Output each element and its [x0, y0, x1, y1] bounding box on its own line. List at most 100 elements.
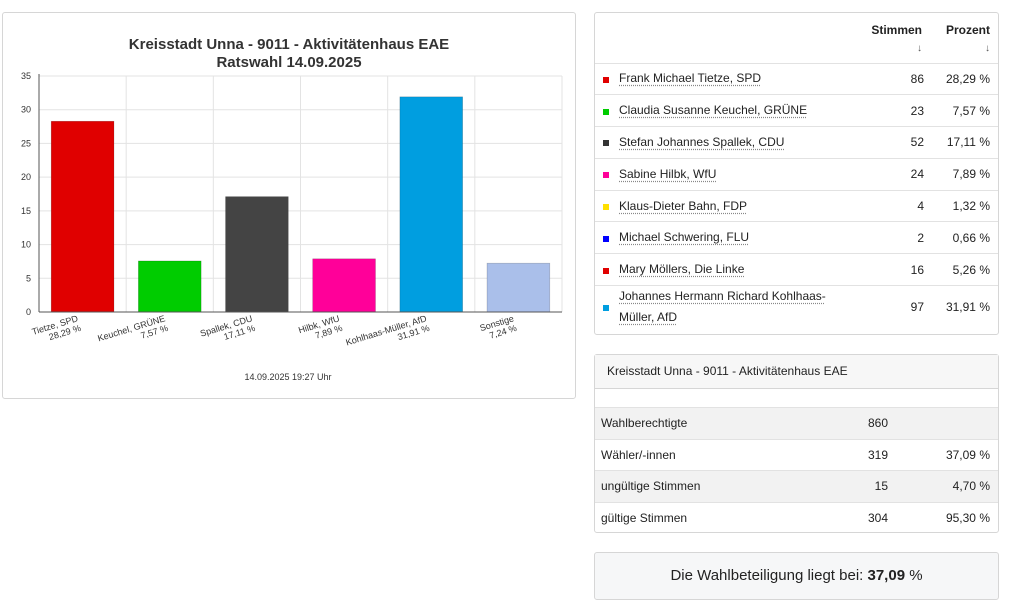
- candidate-name[interactable]: Frank Michael Tietze, SPD: [611, 62, 864, 95]
- party-color-icon: [603, 140, 609, 147]
- candidate-name[interactable]: Johannes Hermann Richard Kohlhaas-Müller…: [611, 285, 864, 329]
- result-row: Klaus-Dieter Bahn, FDP 4 1,32 %: [595, 189, 998, 222]
- party-color-swatch: [595, 62, 611, 95]
- candidate-percent: 7,89 %: [930, 157, 998, 191]
- turnout-panel: Die Wahlbeteiligung liegt bei: 37,09 %: [594, 552, 999, 600]
- result-row: Claudia Susanne Keuchel, GRÜNE 23 7,57 %: [595, 94, 998, 127]
- summary-label: Wähler/-innen: [595, 438, 818, 471]
- result-row: Stefan Johannes Spallek, CDU 52 17,11 %: [595, 126, 998, 159]
- sort-arrow-icon: ↓: [917, 43, 922, 54]
- summary-row: ungültige Stimmen 15 4,70 %: [595, 470, 998, 502]
- party-color-swatch: [595, 221, 611, 254]
- candidate-votes: 2: [863, 221, 930, 254]
- candidate-votes: 86: [863, 62, 930, 95]
- results-header-row: Stimmen ↓ Prozent ↓: [595, 13, 998, 63]
- turnout-unit: %: [909, 567, 923, 584]
- chart-subtitle: Ratswahl 14.09.2025: [216, 54, 361, 71]
- y-tick-label: 0: [26, 307, 31, 317]
- bar: [399, 96, 463, 313]
- candidate-percent: 0,66 %: [930, 221, 998, 254]
- y-tick-label: 25: [21, 138, 31, 148]
- chart-panel: Kreisstadt Unna - 9011 - Aktivitätenhaus…: [2, 12, 576, 399]
- chart-title: Kreisstadt Unna - 9011 - Aktivitätenhaus…: [129, 36, 449, 53]
- candidate-percent: 1,32 %: [930, 189, 998, 222]
- candidate-votes: 23: [863, 94, 930, 127]
- sort-arrow-icon: ↓: [985, 43, 990, 54]
- summary-panel: Kreisstadt Unna - 9011 - Aktivitätenhaus…: [594, 354, 999, 534]
- party-color-swatch: [595, 189, 611, 222]
- candidate-name[interactable]: Stefan Johannes Spallek, CDU: [611, 126, 864, 159]
- y-tick-label: 35: [21, 71, 31, 81]
- bar-chart: Kreisstadt Unna - 9011 - Aktivitätenhaus…: [21, 36, 563, 382]
- candidate-percent: 17,11 %: [930, 126, 998, 159]
- results-table-panel: Stimmen ↓ Prozent ↓ Frank Michael Tietze…: [594, 12, 999, 335]
- summary-percent: 37,09 %: [898, 438, 998, 471]
- summary-row: Wahlberechtigte 860: [595, 407, 998, 439]
- candidate-name[interactable]: Mary Möllers, Die Linke: [611, 253, 864, 286]
- summary-percent: 95,30 %: [898, 501, 998, 534]
- party-color-icon: [603, 235, 609, 242]
- y-tick-label: 10: [21, 240, 31, 250]
- summary-label: gültige Stimmen: [595, 501, 818, 534]
- summary-value: 304: [818, 501, 898, 534]
- votes-header[interactable]: Stimmen ↓: [863, 13, 930, 63]
- bar: [312, 258, 376, 313]
- candidate-percent: 5,26 %: [930, 253, 998, 286]
- candidate-name[interactable]: Claudia Susanne Keuchel, GRÜNE: [611, 94, 864, 127]
- party-color-swatch: [595, 94, 611, 127]
- party-color-icon: [603, 108, 609, 115]
- result-row: Frank Michael Tietze, SPD 86 28,29 %: [595, 62, 998, 95]
- candidate-percent: 31,91 %: [930, 285, 998, 329]
- candidate-votes: 97: [863, 285, 930, 329]
- grid-lines: [39, 75, 563, 313]
- color-header: [595, 13, 611, 63]
- bars: [50, 96, 551, 313]
- summary-value: 15: [818, 470, 898, 502]
- summary-label: Wahlberechtigte: [595, 407, 818, 439]
- result-row: Mary Möllers, Die Linke 16 5,26 %: [595, 253, 998, 286]
- candidate-name[interactable]: Sabine Hilbk, WfU: [611, 157, 864, 191]
- candidate-name[interactable]: Klaus-Dieter Bahn, FDP: [611, 189, 864, 222]
- bar: [138, 260, 202, 313]
- result-row: Michael Schwering, FLU 2 0,66 %: [595, 221, 998, 254]
- summary-title: Kreisstadt Unna - 9011 - Aktivitätenhaus…: [595, 355, 998, 389]
- y-tick-label: 5: [26, 273, 31, 283]
- party-color-icon: [603, 204, 609, 211]
- result-row: Sabine Hilbk, WfU 24 7,89 %: [595, 157, 998, 191]
- summary-row: Wähler/-innen 319 37,09 %: [595, 438, 998, 471]
- party-color-swatch: [595, 126, 611, 159]
- summary-value: 860: [818, 407, 898, 439]
- candidate-name[interactable]: Michael Schwering, FLU: [611, 221, 864, 254]
- turnout-text: Die Wahlbeteiligung liegt bei:: [670, 567, 864, 584]
- summary-percent: [898, 407, 998, 439]
- candidate-votes: 52: [863, 126, 930, 159]
- axes: 0 5 10 15 20 25 30 35: [21, 71, 562, 317]
- candidate-votes: 24: [863, 157, 930, 191]
- party-color-icon: [603, 172, 609, 179]
- party-color-swatch: [595, 285, 611, 329]
- chart-timestamp: 14.09.2025 19:27 Uhr: [244, 372, 331, 382]
- candidate-percent: 7,57 %: [930, 94, 998, 127]
- bar: [50, 120, 115, 313]
- summary-value: 319: [818, 438, 898, 471]
- name-header: [611, 13, 863, 63]
- pct-header-label: Prozent: [945, 23, 990, 37]
- party-color-icon: [603, 305, 609, 312]
- party-color-swatch: [595, 253, 611, 286]
- bar: [225, 196, 289, 313]
- summary-table: Wahlberechtigte 860 Wähler/-innen 319 37,09 …: [595, 407, 998, 534]
- party-color-icon: [603, 267, 609, 274]
- party-color-icon: [603, 76, 609, 83]
- y-tick-label: 20: [21, 172, 31, 182]
- results-table: Stimmen ↓ Prozent ↓ Frank Michael Tietze…: [595, 13, 998, 329]
- result-row: Johannes Hermann Richard Kohlhaas-Müller…: [595, 285, 998, 329]
- pct-header[interactable]: Prozent ↓: [930, 13, 998, 63]
- turnout-value: 37,09: [867, 567, 906, 584]
